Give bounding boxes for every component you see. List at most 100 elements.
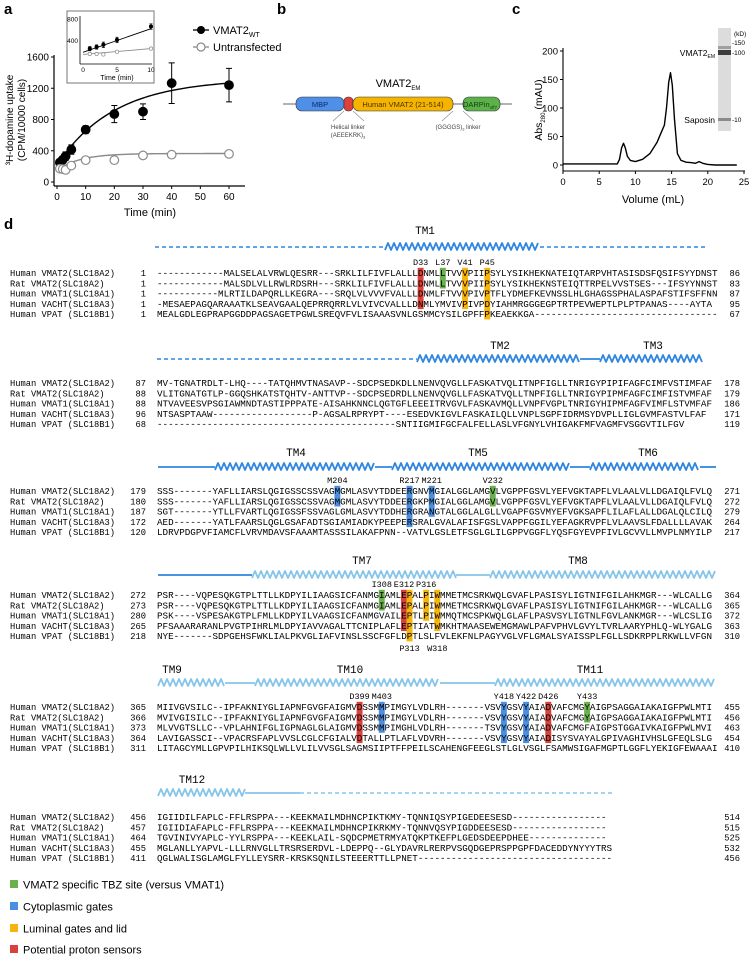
tm-label: TM5 <box>468 448 488 460</box>
sequence-name: Human VMAT1(SLC18A1) <box>10 400 115 410</box>
y-tick-label: 50 <box>547 132 558 143</box>
residue-highlight-proton <box>356 701 363 744</box>
data-point <box>80 124 91 135</box>
residue-highlight-lumen <box>484 267 491 320</box>
x-tick-label: 30 <box>137 192 149 203</box>
residue-label: Y418 <box>494 692 514 702</box>
x-tick-label: 15 <box>666 177 677 188</box>
legend: VMAT2WT Untransfected <box>193 25 281 54</box>
sequence-end-number: 95 <box>729 300 740 310</box>
x-tick-label: 10 <box>630 177 641 188</box>
sequence-start-number: 218 <box>130 632 146 642</box>
residue-highlight-proton <box>401 589 407 632</box>
sequence-start-number: 96 <box>135 410 146 420</box>
sequence-end-number: 456 <box>724 713 740 723</box>
gel-band-smear <box>718 46 731 49</box>
residue-highlight-cyto <box>428 485 435 517</box>
sequence-name: Human VPAT (SLC18B1) <box>10 420 115 430</box>
sequence-name: Human VMAT2(SLC18A2) <box>10 379 115 389</box>
tm-label: TM7 <box>352 556 372 568</box>
x-axis-label: Time (min) <box>124 207 176 219</box>
sequence-start-number: 455 <box>130 844 146 854</box>
sequence-end-number: 515 <box>724 823 740 833</box>
alignment-legend: VMAT2 specific TBZ site (versus VMAT1) Cy… <box>10 880 224 957</box>
tm-label: TM2 <box>490 341 510 353</box>
sequence-name: Human VACHT(SLC18A3) <box>10 622 115 632</box>
residue-label: I308 <box>372 580 392 590</box>
sequence-name: Human VACHT(SLC18A3) <box>10 844 115 854</box>
residue-label: V41 <box>457 258 472 268</box>
helix-icon <box>589 462 699 471</box>
data-point <box>80 155 91 166</box>
helix-icon <box>599 354 703 363</box>
sequence-row: PSK----VSPESAKGTPLFMLLKDPYILVAAGSICFANMG… <box>157 611 712 622</box>
sequence-start-number: 273 <box>130 601 146 611</box>
sequence-row: -MESAEPAGQARAAATKLSEAVGAALQEPRRQRRLVLVIV… <box>157 299 712 310</box>
inset-y-tick-label: 400 <box>67 38 78 45</box>
legend-label-vmat2: VMAT2WT <box>213 25 260 39</box>
data-point <box>224 148 234 159</box>
tm-label: TM8 <box>568 556 588 568</box>
residue-label: P313 <box>399 644 419 654</box>
sequence-end-number: 87 <box>729 290 740 300</box>
sequence-name: Rat VMAT2(SLC18A2) <box>10 497 105 507</box>
sequence-start-number: 311 <box>130 744 146 754</box>
sequence-row: MGLANLLYAPVL-LLLRNVGLLTRSRSERDVL-LDEPPQ-… <box>157 843 613 854</box>
inset-data-point <box>87 46 92 51</box>
sequence-start-number: 1 <box>141 269 146 279</box>
x-tick-label: 50 <box>195 192 207 203</box>
residue-label: P316 <box>416 580 436 590</box>
gel-band-vmat2 <box>718 50 731 55</box>
sequence-end-number: 455 <box>724 703 740 713</box>
sequence-end-number: 456 <box>724 854 740 864</box>
data-point <box>224 80 234 91</box>
sequence-row: ------------MALSDLVLLRWLRDSRH---SRKLILFI… <box>157 278 718 289</box>
x-tick-label: 20 <box>703 177 714 188</box>
sequence-row: ------------MALSELALVRWLQESRR---SRKLILFI… <box>157 268 718 279</box>
sequence-end-number: 119 <box>724 420 740 430</box>
legend-marker-untransfected <box>196 42 206 52</box>
sequence-name: Human VACHT(SLC18A3) <box>10 300 115 310</box>
tm-label: TM1 <box>415 226 435 238</box>
sequence-end-number: 365 <box>724 601 740 611</box>
sequence-name: Human VPAT (SLC18B1) <box>10 744 115 754</box>
leader-line <box>441 110 454 122</box>
residue-highlight-lumen <box>462 267 468 310</box>
tm-label: TM11 <box>577 665 604 677</box>
sequence-name: Human VMAT1(SLC18A1) <box>10 508 115 518</box>
vmat2-domain-label: Human VMAT2 (21-514) <box>362 100 444 109</box>
legend-swatch-tbz <box>10 880 18 888</box>
helical-linker-label: Helical linker <box>331 125 365 131</box>
x-tick-label: 5 <box>597 177 602 188</box>
sequence-end-number: 514 <box>724 813 740 823</box>
helix-icon <box>489 570 716 579</box>
sequence-row: SGT-------YTLLFVARTLQGIGSSFSSVAGLGMLASVY… <box>157 507 712 518</box>
sequence-name: Human VACHT(SLC18A3) <box>10 410 115 420</box>
data-point <box>166 78 177 89</box>
legend-swatch-cyto <box>10 902 18 910</box>
gel-unit: (kD) <box>734 31 746 38</box>
x-tick-label: 40 <box>166 192 178 203</box>
panel-label-c: c <box>512 1 520 18</box>
sequence-start-number: 120 <box>130 528 146 538</box>
sequence-name: Human VACHT(SLC18A3) <box>10 734 115 744</box>
data-point <box>60 151 71 162</box>
y-axis-label-line1: ³H-dopamine uptake <box>5 74 16 165</box>
sequence-row: PSR----VQPESQKGTPLTTLLKDPYILIAAGSICFANMG… <box>157 600 712 611</box>
y-tick-label: 100 <box>542 104 558 115</box>
sequence-start-number: 373 <box>130 724 146 734</box>
residue-label: P45 <box>480 258 495 268</box>
data-point <box>166 149 177 160</box>
helix-icon <box>254 678 439 687</box>
residue-label: W318 <box>427 644 447 654</box>
residue-label: E312 <box>394 580 414 590</box>
inset-data-point <box>148 24 154 29</box>
sequence-start-number: 1 <box>141 290 146 300</box>
helix-icon <box>214 462 375 471</box>
helical-linker-domain <box>343 96 354 112</box>
tm-label: TM6 <box>638 448 658 460</box>
inset-data-point <box>148 46 154 51</box>
sequence-start-number: 179 <box>130 487 146 497</box>
sequence-row: NTVAVEESVPSGIAWMNDTASTIPPPATE-AISAHKNNCL… <box>157 399 712 410</box>
sequence-end-number: 454 <box>724 734 740 744</box>
